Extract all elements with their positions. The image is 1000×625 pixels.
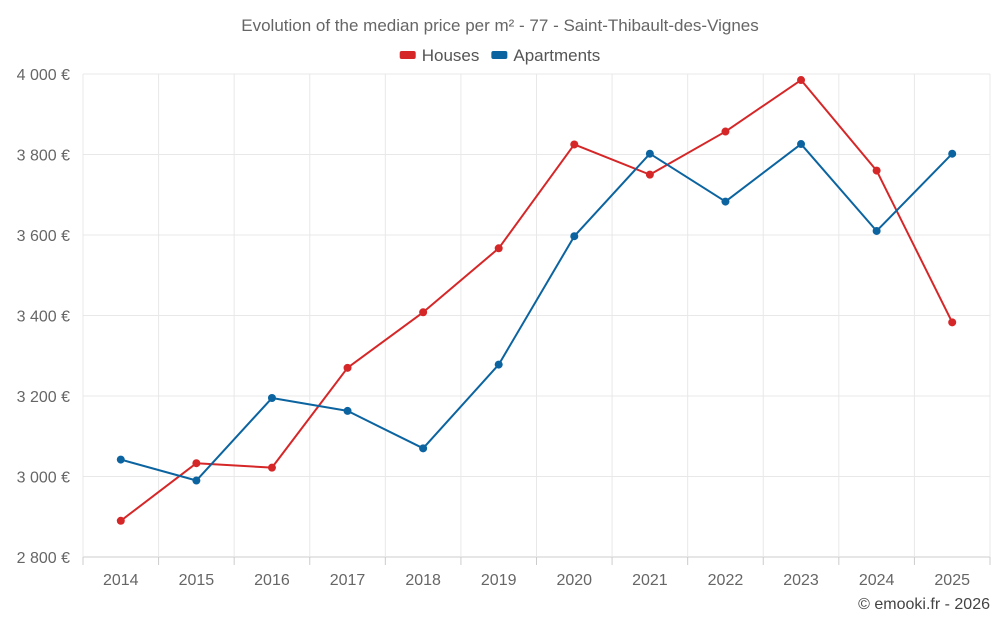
legend-item-apartments[interactable]: Apartments bbox=[491, 46, 600, 65]
x-tick-label: 2017 bbox=[330, 572, 366, 589]
x-tick-label: 2016 bbox=[254, 572, 290, 589]
data-point-houses[interactable] bbox=[267, 463, 276, 472]
series-line-apartments bbox=[120, 143, 953, 482]
y-tick-label: 3 800 € bbox=[17, 148, 70, 165]
y-axis: 2 800 € 3 000 € 3 200 € 3 400 € 3 600 € 3 800… bbox=[17, 67, 70, 567]
data-point-houses[interactable] bbox=[721, 127, 730, 136]
data-point-houses[interactable] bbox=[872, 166, 881, 175]
y-tick-label: 3 200 € bbox=[17, 389, 70, 406]
data-point-houses[interactable] bbox=[948, 318, 957, 327]
x-tick-label: 2015 bbox=[179, 572, 215, 589]
x-tick-label: 2024 bbox=[859, 572, 895, 589]
data-point-apartments[interactable] bbox=[797, 140, 806, 149]
x-tick-label: 2023 bbox=[783, 572, 819, 589]
legend-label-apartments: Apartments bbox=[513, 46, 600, 65]
data-point-houses[interactable] bbox=[343, 363, 352, 372]
y-tick-label: 2 800 € bbox=[17, 550, 70, 567]
series bbox=[116, 76, 957, 525]
y-tick-label: 3 000 € bbox=[17, 470, 70, 487]
series-apartments bbox=[116, 140, 957, 485]
x-tick-label: 2022 bbox=[708, 572, 744, 589]
x-tick-label: 2025 bbox=[934, 572, 970, 589]
data-point-apartments[interactable] bbox=[267, 394, 276, 403]
legend-swatch-apartments bbox=[491, 51, 508, 59]
x-tick-label: 2018 bbox=[405, 572, 441, 589]
data-point-apartments[interactable] bbox=[343, 406, 352, 415]
data-point-apartments[interactable] bbox=[645, 149, 654, 158]
data-point-apartments[interactable] bbox=[948, 149, 957, 158]
legend-item-houses[interactable]: Houses bbox=[399, 46, 480, 65]
y-tick-label: 3 600 € bbox=[17, 228, 70, 245]
data-point-houses[interactable] bbox=[570, 140, 579, 149]
x-axis: 2014 2015 2016 2017 2018 2019 2020 2021 2022 2023… bbox=[82, 557, 991, 589]
data-point-houses[interactable] bbox=[494, 244, 503, 253]
credit-text: © emooki.fr - 2026 bbox=[858, 596, 990, 613]
data-point-apartments[interactable] bbox=[494, 360, 503, 369]
data-point-houses[interactable] bbox=[116, 516, 125, 525]
data-point-houses[interactable] bbox=[192, 459, 201, 468]
data-point-apartments[interactable] bbox=[570, 232, 579, 241]
legend-label-houses: Houses bbox=[422, 46, 480, 65]
series-houses bbox=[116, 76, 957, 525]
data-point-apartments[interactable] bbox=[872, 226, 881, 235]
data-point-houses[interactable] bbox=[797, 76, 806, 85]
data-point-apartments[interactable] bbox=[116, 455, 125, 464]
data-point-apartments[interactable] bbox=[721, 197, 730, 206]
data-point-apartments[interactable] bbox=[192, 476, 201, 485]
x-tick-label: 2021 bbox=[632, 572, 668, 589]
x-tick-label: 2019 bbox=[481, 572, 517, 589]
data-point-apartments[interactable] bbox=[419, 444, 428, 453]
series-line-houses bbox=[120, 79, 954, 522]
data-point-houses[interactable] bbox=[645, 170, 654, 179]
grid bbox=[82, 73, 991, 558]
y-tick-label: 3 400 € bbox=[17, 309, 70, 326]
y-tick-label: 4 000 € bbox=[17, 67, 70, 84]
x-tick-label: 2020 bbox=[556, 572, 592, 589]
legend-swatch-houses bbox=[399, 51, 416, 59]
legend: Houses Apartments bbox=[399, 46, 600, 65]
chart-title: Evolution of the median price per m² - 7… bbox=[241, 16, 759, 35]
data-point-houses[interactable] bbox=[419, 308, 428, 317]
x-tick-label: 2014 bbox=[103, 572, 139, 589]
